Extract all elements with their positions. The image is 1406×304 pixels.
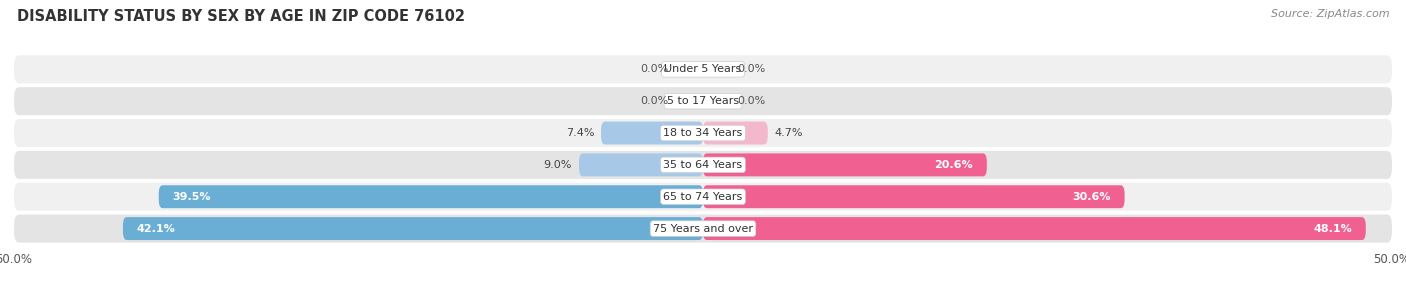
FancyBboxPatch shape — [14, 183, 1392, 211]
FancyBboxPatch shape — [14, 87, 1392, 115]
Text: 0.0%: 0.0% — [640, 96, 669, 106]
FancyBboxPatch shape — [14, 151, 1392, 179]
Text: 20.6%: 20.6% — [935, 160, 973, 170]
Text: 4.7%: 4.7% — [775, 128, 803, 138]
FancyBboxPatch shape — [600, 122, 703, 144]
Text: Source: ZipAtlas.com: Source: ZipAtlas.com — [1271, 9, 1389, 19]
FancyBboxPatch shape — [703, 217, 1365, 240]
Text: 48.1%: 48.1% — [1313, 223, 1353, 233]
FancyBboxPatch shape — [159, 185, 703, 208]
Text: 5 to 17 Years: 5 to 17 Years — [666, 96, 740, 106]
Text: 35 to 64 Years: 35 to 64 Years — [664, 160, 742, 170]
Text: 18 to 34 Years: 18 to 34 Years — [664, 128, 742, 138]
FancyBboxPatch shape — [122, 217, 703, 240]
FancyBboxPatch shape — [703, 154, 987, 176]
Text: 65 to 74 Years: 65 to 74 Years — [664, 192, 742, 202]
Text: 39.5%: 39.5% — [173, 192, 211, 202]
Text: 42.1%: 42.1% — [136, 223, 176, 233]
Text: 9.0%: 9.0% — [544, 160, 572, 170]
Text: Under 5 Years: Under 5 Years — [665, 64, 741, 74]
Text: 30.6%: 30.6% — [1073, 192, 1111, 202]
FancyBboxPatch shape — [579, 154, 703, 176]
FancyBboxPatch shape — [14, 55, 1392, 83]
FancyBboxPatch shape — [703, 185, 1125, 208]
FancyBboxPatch shape — [14, 215, 1392, 243]
FancyBboxPatch shape — [703, 122, 768, 144]
Text: DISABILITY STATUS BY SEX BY AGE IN ZIP CODE 76102: DISABILITY STATUS BY SEX BY AGE IN ZIP C… — [17, 9, 465, 24]
FancyBboxPatch shape — [14, 119, 1392, 147]
Text: 0.0%: 0.0% — [738, 64, 766, 74]
Text: 0.0%: 0.0% — [640, 64, 669, 74]
Text: 7.4%: 7.4% — [565, 128, 595, 138]
Text: 0.0%: 0.0% — [738, 96, 766, 106]
Text: 75 Years and over: 75 Years and over — [652, 223, 754, 233]
